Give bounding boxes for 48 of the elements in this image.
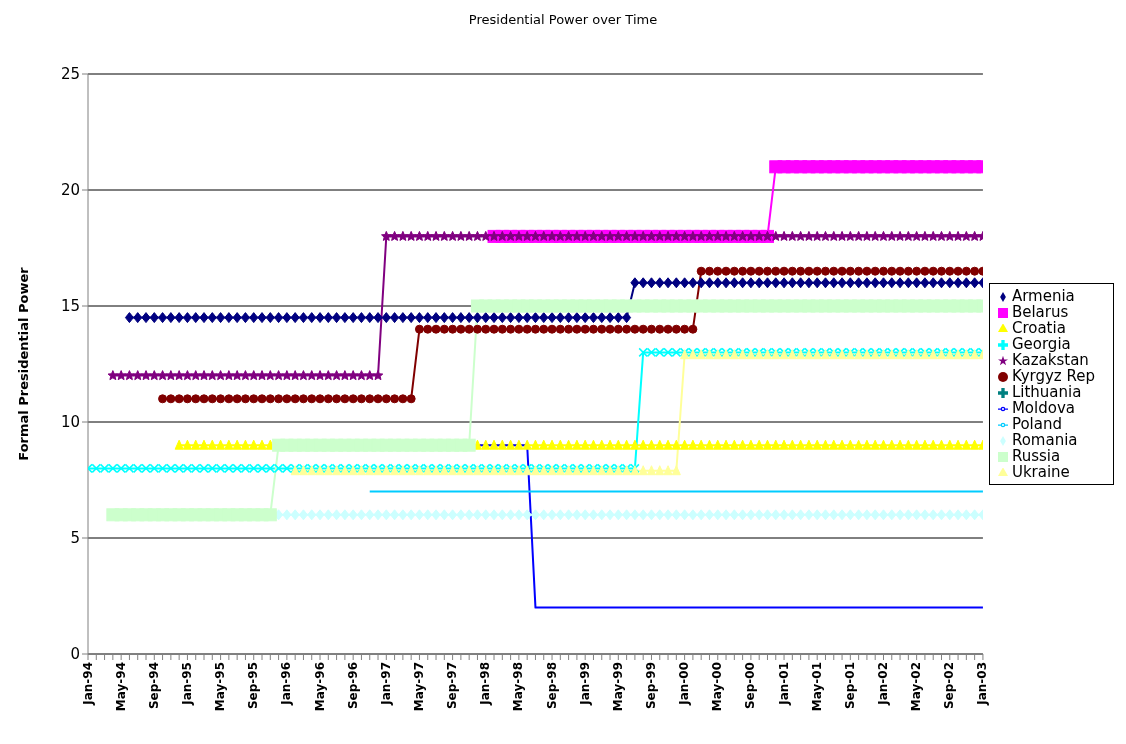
legend-label: Kazakstan <box>1011 351 1089 369</box>
legend-label: Romania <box>1011 431 1078 449</box>
legend-label: Croatia <box>1011 319 1066 337</box>
x-tick-label: Sep-99 <box>643 662 658 710</box>
y-tick-label: 0 <box>70 645 80 664</box>
y-tick-label: 20 <box>60 181 80 200</box>
legend-label: Lithuania <box>1011 383 1082 401</box>
y-axis-title: Formal Presidential Power <box>15 266 31 461</box>
x-tick-label: Jan-94 <box>80 662 95 706</box>
x-tick-label: May-02 <box>909 662 924 712</box>
x-tick-label: Jan-98 <box>478 662 493 706</box>
legend-label: Poland <box>1011 415 1062 433</box>
x-tick-label: Sep-97 <box>445 662 460 710</box>
x-tick-label: Jan-00 <box>677 662 692 706</box>
x-tick-label: May-00 <box>710 662 725 712</box>
x-tick-label: Sep-00 <box>743 662 758 710</box>
x-tick-label: May-97 <box>411 662 426 712</box>
x-tick-label: May-01 <box>809 662 824 712</box>
legend-label: Russia <box>1011 447 1061 465</box>
x-tick-label: Sep-98 <box>544 662 559 710</box>
x-tick-label: Jan-97 <box>378 662 393 706</box>
legend-label: Moldova <box>1011 399 1075 417</box>
y-tick-label: 15 <box>60 297 80 316</box>
legend-label: Ukraine <box>1011 463 1070 481</box>
legend-label: Georgia <box>1011 335 1071 353</box>
x-tick-label: Sep-96 <box>345 662 360 710</box>
x-tick-label: Jan-01 <box>776 662 791 706</box>
legend-label: Armenia <box>1011 287 1075 305</box>
x-tick-label: Sep-95 <box>246 662 261 710</box>
legend-label: Kyrgyz Rep <box>1011 367 1095 385</box>
x-tick-label: Jan-03 <box>975 662 990 706</box>
x-tick-label: Sep-94 <box>146 662 161 710</box>
x-tick-label: Sep-02 <box>942 662 957 710</box>
legend-label: Belarus <box>1011 303 1069 321</box>
x-tick-label: May-95 <box>213 662 228 712</box>
x-tick-label: Sep-01 <box>842 662 857 710</box>
x-tick-label: May-98 <box>511 662 526 712</box>
y-tick-label: 5 <box>70 529 80 548</box>
x-tick-label: Jan-02 <box>876 662 891 706</box>
x-tick-label: May-99 <box>610 662 625 712</box>
chart-title: Presidential Power over Time <box>467 11 659 29</box>
y-tick-label: 10 <box>60 413 80 432</box>
x-tick-label: May-96 <box>312 662 327 712</box>
y-tick-label: 25 <box>60 65 80 84</box>
x-tick-label: Jan-96 <box>279 662 294 706</box>
x-tick-label: May-94 <box>113 662 128 712</box>
x-tick-label: Jan-99 <box>577 662 592 706</box>
x-tick-label: Jan-95 <box>179 662 194 706</box>
